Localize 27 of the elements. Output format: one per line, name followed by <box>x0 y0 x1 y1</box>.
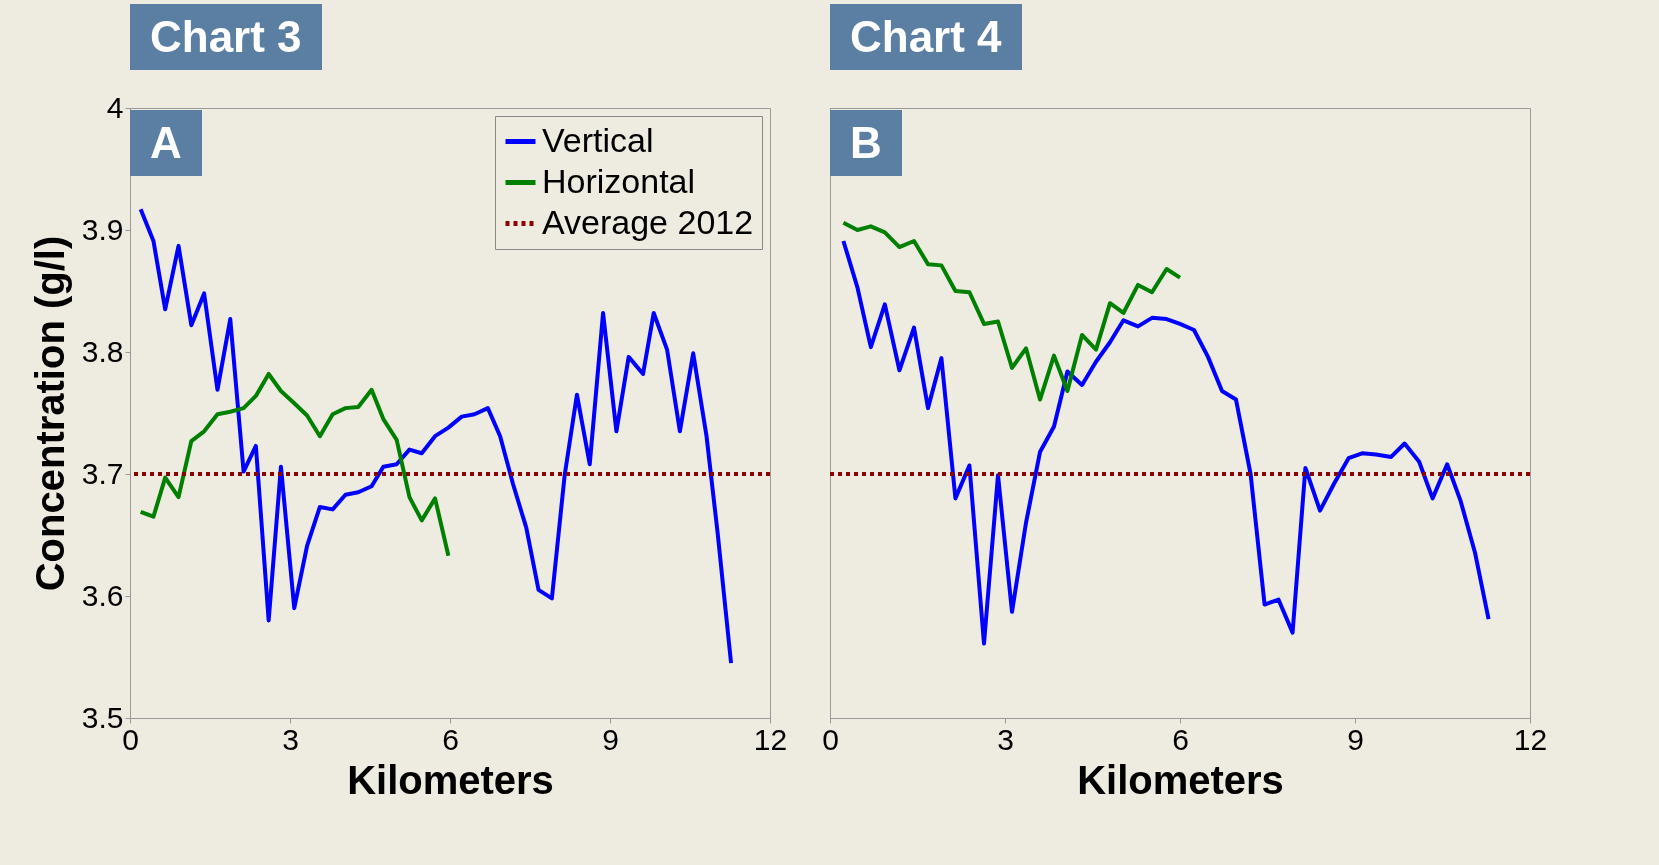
x-axis-title: Kilometers <box>1077 757 1284 802</box>
line-series <box>138 371 451 558</box>
x-tick-label: 9 <box>602 722 619 756</box>
x-tick-label: 0 <box>122 722 139 756</box>
chart-subtitle: B <box>830 110 902 176</box>
chart-title: Chart 3 <box>130 4 322 70</box>
y-tick-label: 3.5 <box>81 700 124 734</box>
x-tick-label: 12 <box>1513 722 1548 756</box>
x-tick-label: 0 <box>822 722 839 756</box>
y-tick-label: 4 <box>106 90 124 124</box>
y-axis-title: Concentration (g/l) <box>27 235 72 592</box>
y-tick-label: 3.9 <box>81 212 124 246</box>
y-tick-label: 3.6 <box>81 578 124 612</box>
y-tick-label: 3.8 <box>81 334 124 368</box>
legend-label: Horizontal <box>542 161 696 200</box>
x-tick-label: 6 <box>1172 722 1189 756</box>
x-axis-title: Kilometers <box>347 757 554 802</box>
legend-label: Average 2012 <box>542 202 754 241</box>
x-tick-label: 3 <box>282 722 299 756</box>
chart-title: Chart 4 <box>830 4 1022 70</box>
y-tick-label: 3.7 <box>81 456 124 490</box>
x-tick-label: 9 <box>1347 722 1364 756</box>
chart-subtitle: A <box>130 110 202 176</box>
x-tick-label: 6 <box>442 722 459 756</box>
legend-label: Vertical <box>542 120 654 159</box>
x-tick-label: 12 <box>753 722 788 756</box>
x-tick-label: 3 <box>997 722 1014 756</box>
